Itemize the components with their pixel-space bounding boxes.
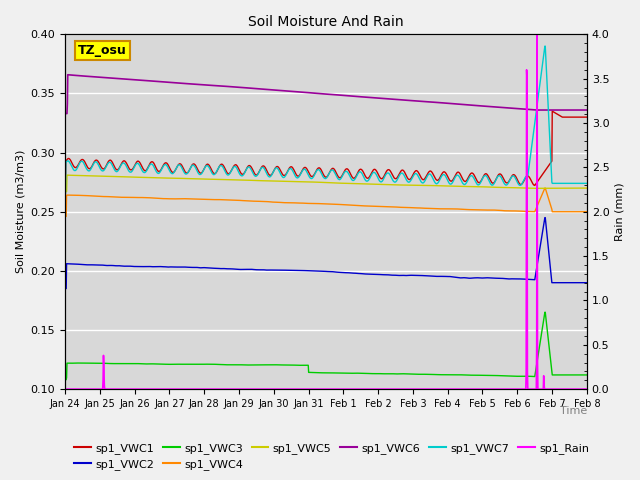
sp1_VWC7 [236, 171, 243, 177]
sp1_VWC6 [175, 80, 182, 86]
Text: Time: Time [559, 406, 587, 416]
Title: Soil Moisture And Rain: Soil Moisture And Rain [248, 15, 404, 29]
Line: sp1_VWC3: sp1_VWC3 [65, 312, 587, 380]
sp1_VWC4 [393, 204, 401, 210]
sp1_VWC1 [61, 191, 69, 197]
sp1_VWC6 [394, 96, 401, 102]
sp1_VWC2 [583, 280, 591, 286]
sp1_VWC2 [61, 286, 69, 291]
sp1_VWC7 [528, 141, 536, 146]
sp1_VWC4 [583, 209, 591, 215]
sp1_VWC6 [236, 84, 244, 90]
sp1_VWC5 [236, 177, 244, 183]
sp1_Rain [533, 32, 541, 37]
sp1_VWC6 [64, 72, 72, 78]
sp1_VWC6 [367, 95, 375, 100]
sp1_VWC1 [548, 108, 556, 114]
sp1_VWC5 [61, 189, 69, 194]
sp1_VWC4 [61, 214, 69, 219]
Line: sp1_VWC6: sp1_VWC6 [65, 75, 587, 114]
sp1_VWC5 [175, 175, 182, 181]
sp1_VWC2 [528, 276, 536, 282]
sp1_Rain [393, 386, 401, 392]
sp1_VWC5 [449, 183, 457, 189]
Legend: sp1_VWC1, sp1_VWC2, sp1_VWC3, sp1_VWC4, sp1_VWC5, sp1_VWC6, sp1_VWC7, sp1_Rain: sp1_VWC1, sp1_VWC2, sp1_VWC3, sp1_VWC4, … [70, 438, 594, 474]
sp1_VWC2 [541, 215, 548, 220]
sp1_VWC4 [174, 196, 182, 202]
sp1_VWC5 [529, 185, 536, 191]
sp1_VWC4 [449, 206, 456, 212]
sp1_VWC6 [583, 107, 591, 113]
sp1_Rain [174, 386, 182, 392]
sp1_VWC5 [394, 182, 401, 188]
sp1_VWC2 [174, 264, 182, 270]
Line: sp1_VWC2: sp1_VWC2 [65, 217, 587, 288]
Line: sp1_VWC5: sp1_VWC5 [65, 175, 587, 192]
sp1_VWC3 [61, 377, 69, 383]
Line: sp1_VWC7: sp1_VWC7 [65, 46, 587, 194]
sp1_VWC6 [61, 111, 69, 117]
sp1_Rain [367, 386, 374, 392]
sp1_VWC5 [583, 185, 591, 191]
sp1_VWC4 [236, 197, 243, 203]
sp1_VWC7 [367, 173, 374, 179]
sp1_VWC2 [449, 274, 456, 280]
Y-axis label: Soil Moisture (m3/m3): Soil Moisture (m3/m3) [15, 150, 25, 274]
sp1_Rain [236, 386, 243, 392]
sp1_VWC3 [367, 371, 374, 376]
sp1_VWC4 [541, 185, 548, 191]
sp1_VWC1 [393, 175, 401, 181]
sp1_VWC7 [449, 179, 456, 185]
sp1_VWC3 [541, 310, 548, 315]
sp1_VWC4 [528, 209, 536, 215]
Line: sp1_VWC1: sp1_VWC1 [65, 111, 587, 194]
sp1_VWC1 [236, 168, 243, 173]
sp1_VWC7 [61, 191, 69, 197]
sp1_VWC1 [367, 171, 374, 177]
sp1_VWC5 [367, 181, 375, 187]
sp1_VWC1 [583, 114, 591, 120]
sp1_VWC1 [449, 177, 456, 183]
sp1_Rain [583, 386, 591, 392]
Line: sp1_Rain: sp1_Rain [65, 35, 587, 389]
sp1_VWC1 [528, 180, 536, 185]
sp1_VWC3 [174, 361, 182, 367]
sp1_VWC6 [529, 107, 536, 112]
Line: sp1_VWC4: sp1_VWC4 [65, 188, 587, 216]
sp1_VWC6 [449, 101, 457, 107]
sp1_Rain [61, 386, 69, 392]
sp1_VWC3 [236, 362, 243, 368]
sp1_VWC2 [393, 273, 401, 278]
sp1_VWC4 [367, 203, 374, 209]
sp1_VWC2 [236, 266, 243, 272]
sp1_VWC3 [528, 373, 536, 379]
Y-axis label: Rain (mm): Rain (mm) [615, 182, 625, 241]
sp1_Rain [528, 386, 536, 392]
Text: TZ_osu: TZ_osu [78, 44, 127, 57]
sp1_VWC1 [174, 162, 182, 168]
sp1_VWC5 [63, 172, 71, 178]
sp1_VWC3 [449, 372, 456, 378]
sp1_VWC7 [583, 180, 591, 186]
sp1_VWC7 [541, 43, 548, 49]
sp1_Rain [449, 386, 456, 392]
sp1_VWC3 [583, 372, 591, 378]
sp1_VWC2 [367, 271, 374, 277]
sp1_VWC3 [393, 371, 401, 377]
sp1_VWC7 [174, 162, 182, 168]
sp1_VWC7 [393, 178, 401, 183]
